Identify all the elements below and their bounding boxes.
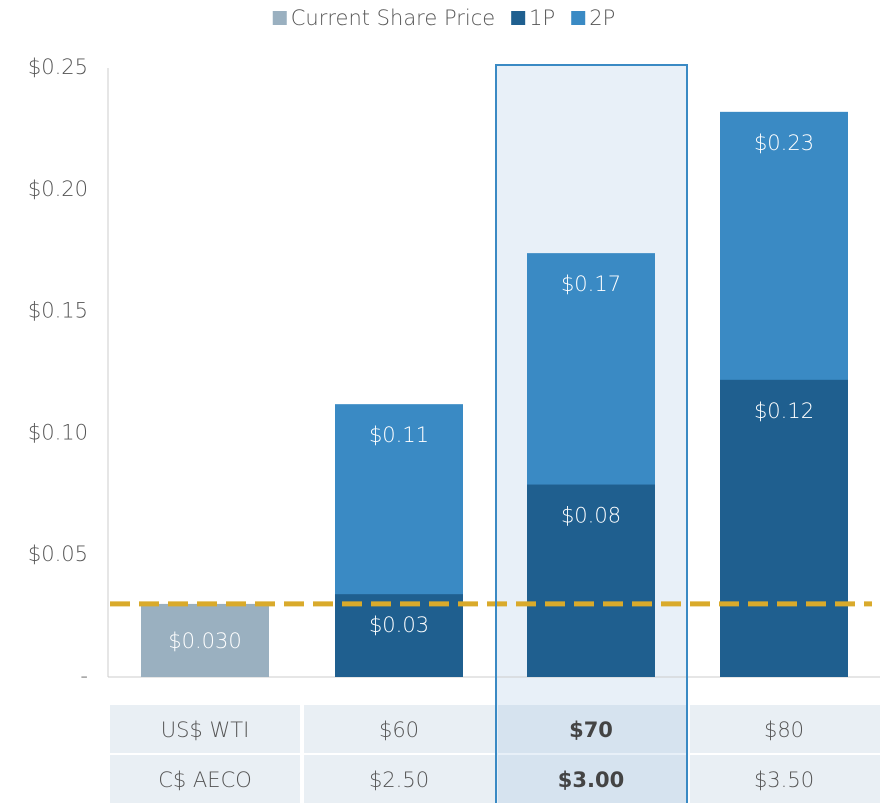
table-value: $60: [379, 718, 419, 742]
table-value: $3.00: [558, 768, 624, 792]
legend-label: 2P: [589, 6, 615, 30]
data-label: $0.23: [754, 131, 814, 155]
bar: [141, 603, 269, 677]
table-value: $2.50: [369, 768, 429, 792]
legend-label: 1P: [529, 6, 555, 30]
legend-swatch: [511, 11, 526, 25]
y-tick-label: $0.25: [28, 55, 88, 79]
table-cell: [690, 705, 880, 753]
data-label: $0.11: [369, 423, 429, 447]
data-label: $0.12: [754, 399, 814, 423]
y-tick-label: -: [80, 664, 88, 688]
row-label: US$ WTI: [161, 718, 250, 742]
table-cell: [304, 705, 496, 753]
legend: Current Share Price 1P 2P: [272, 6, 615, 30]
data-label: $0.17: [561, 272, 621, 296]
row-label: C$ AECO: [158, 768, 252, 792]
table-value: $70: [569, 718, 613, 742]
y-tick-label: $0.05: [28, 542, 88, 566]
legend-swatch: [571, 11, 586, 25]
table-cell: [304, 755, 496, 803]
table-cell: [110, 705, 300, 753]
legend-label: Current Share Price: [291, 6, 495, 30]
table-cell: [498, 755, 688, 803]
table-cell: [110, 755, 300, 803]
data-label: $0.03: [369, 613, 429, 637]
table-cell: [498, 705, 688, 753]
y-tick-label: $0.20: [28, 177, 88, 201]
legend-swatch: [272, 11, 287, 25]
highlight-outline: [495, 64, 688, 807]
bar: [720, 379, 848, 677]
table-cell: [690, 755, 880, 803]
data-label: $0.08: [561, 504, 621, 528]
y-tick-label: $0.15: [28, 299, 88, 323]
table-value: $80: [764, 718, 804, 742]
data-label: $0.030: [168, 629, 241, 653]
table-value: $3.50: [754, 768, 814, 792]
y-tick-label: $0.10: [28, 420, 88, 444]
bar: [335, 594, 463, 677]
bar: [527, 484, 655, 677]
